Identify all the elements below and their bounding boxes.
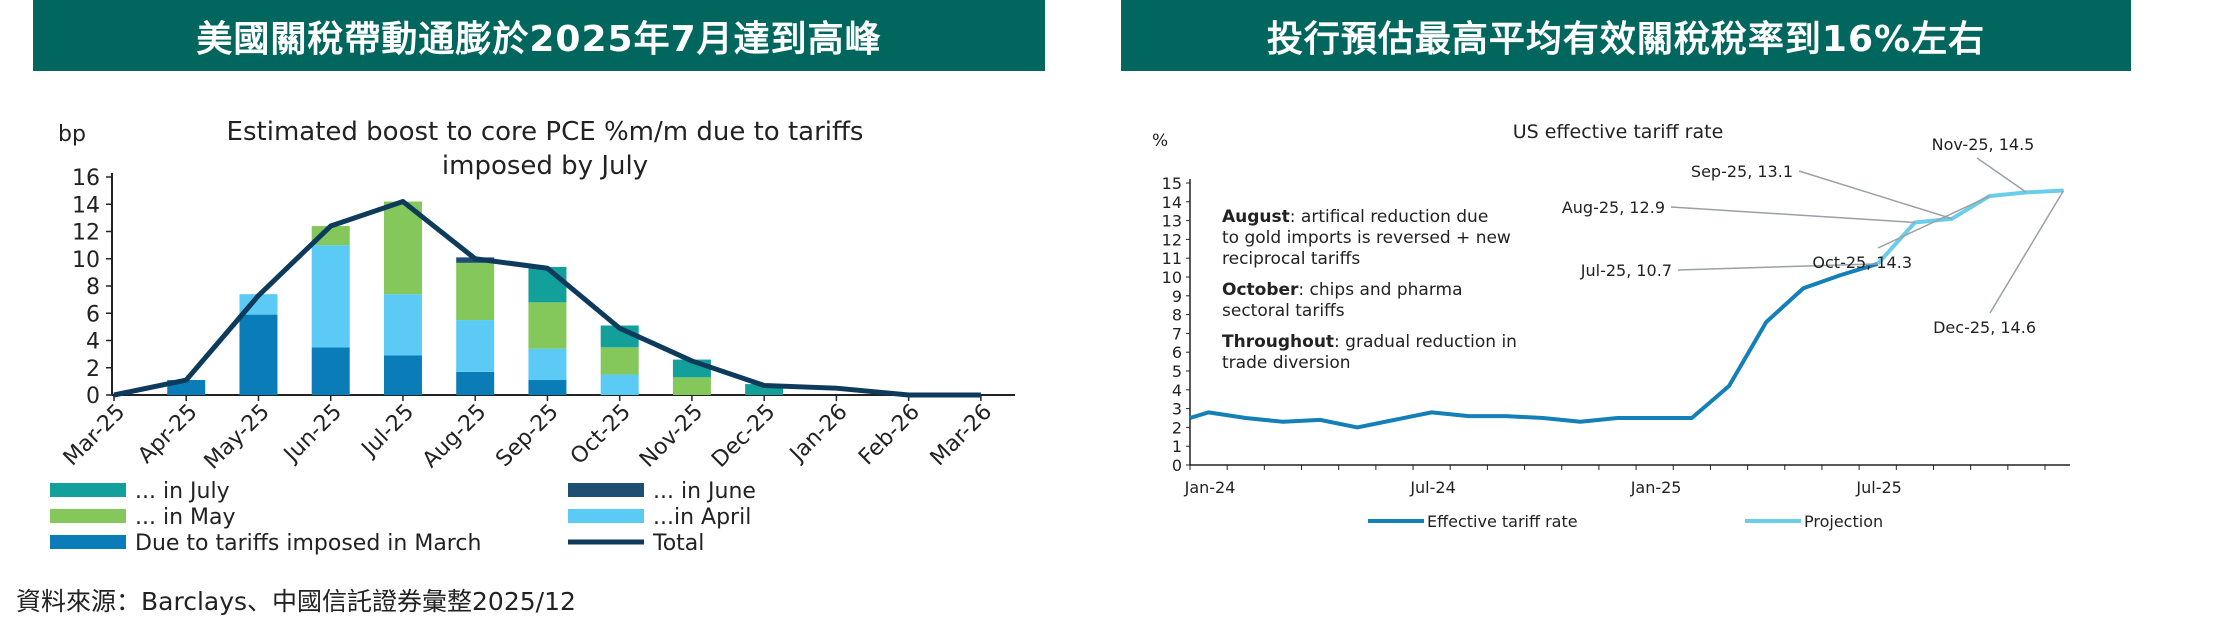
y-tick-label: 9 [1172, 287, 1182, 306]
legend-swatch [568, 509, 644, 523]
callout-leader [1670, 206, 1915, 224]
x-tick-label: Jan-24 [1184, 478, 1236, 497]
y-tick-label: 3 [1172, 400, 1182, 419]
bar-segment [456, 371, 495, 395]
bar-segment [311, 226, 350, 246]
y-tick-label: 7 [1172, 324, 1182, 343]
y-tick-label: 4 [1172, 381, 1182, 400]
callout-label: Dec-25, 14.6 [1933, 318, 2036, 337]
callout-label: Aug-25, 12.9 [1562, 198, 1665, 217]
y-axis-label: bp [58, 122, 86, 147]
projection-line [1876, 188, 2064, 266]
callout-label: Jul-25, 10.7 [1580, 261, 1672, 280]
bar-segment [311, 245, 350, 348]
bar-segment [383, 355, 422, 395]
legend-swatch [50, 483, 126, 497]
chart-title-line: Estimated boost to core PCE %m/m due to … [227, 117, 864, 147]
note-text: to gold imports is reversed + new [1222, 228, 1511, 248]
legend-swatch [568, 483, 644, 497]
bar-segment [600, 347, 639, 375]
legend-label: Due to tariffs imposed in March [135, 531, 481, 556]
tariff-rate-chart: US effective tariff rate%012345678910111… [1152, 121, 2070, 531]
legend-label: ... in June [653, 479, 756, 504]
y-tick-label: 6 [86, 302, 100, 327]
note-text: sectoral tariffs [1222, 301, 1345, 321]
effective-rate-line [1189, 261, 1879, 430]
note-text: reciprocal tariffs [1222, 249, 1360, 269]
y-tick-label: 6 [1172, 343, 1182, 362]
y-tick-label: 10 [72, 248, 100, 273]
callout-leader [1677, 263, 1878, 271]
y-tick-label: 14 [72, 193, 100, 218]
y-tick-label: 5 [1172, 362, 1182, 381]
bar-segment [745, 384, 784, 395]
right-banner-title: 投行預估最高平均有效關稅稅率到16%左右 [1121, 0, 2131, 71]
y-tick-label: 16 [72, 166, 100, 191]
callout-label: Oct-25, 14.3 [1812, 253, 1912, 272]
callout-label: Nov-25, 14.5 [1932, 135, 2035, 154]
bar-segment [383, 201, 422, 295]
callout-label: Sep-25, 13.1 [1691, 162, 1793, 181]
bar-segment [528, 348, 567, 381]
bar-segment [672, 377, 711, 395]
bar-segment [311, 347, 350, 395]
bar-segment [239, 314, 278, 395]
left-banner-title: 美國關稅帶動通膨於2025年7月達到高峰 [33, 0, 1045, 71]
legend-label: ... in July [135, 479, 230, 504]
note-text: August: artifical reduction due [1222, 207, 1488, 227]
note-text: Throughout: gradual reduction in [1222, 332, 1517, 352]
source-note: 資料來源：Barclays、中國信託證券彙整2025/12 [16, 587, 576, 616]
legend-label: Projection [1804, 512, 1883, 531]
callout-leader [1877, 195, 1990, 249]
legend-label: Effective tariff rate [1427, 512, 1578, 531]
bar-segment [456, 262, 495, 321]
y-tick-label: 13 [1162, 212, 1182, 231]
note-text: trade diversion [1222, 353, 1351, 373]
legend-swatch [50, 535, 126, 549]
y-tick-label: 12 [72, 221, 100, 246]
x-tick-label: Jan-25 [1630, 478, 1682, 497]
bar-segment [456, 320, 495, 372]
bar-segment [528, 302, 567, 349]
chart-title-line: imposed by July [442, 151, 648, 181]
legend-label: ...in April [653, 505, 751, 530]
callout-leader [1976, 157, 2027, 194]
y-tick-label: 4 [86, 330, 100, 355]
pce-boost-chart: Estimated boost to core PCE %m/m due to … [50, 117, 1015, 556]
bar-segment [383, 294, 422, 356]
chart-title: US effective tariff rate [1513, 121, 1724, 143]
y-tick-label: 15 [1162, 174, 1182, 193]
y-tick-label: 0 [1172, 456, 1182, 475]
legend-label: ... in May [135, 505, 236, 530]
y-tick-label: 8 [86, 275, 100, 300]
y-tick-label: 1 [1172, 437, 1182, 456]
y-tick-label: 10 [1162, 268, 1182, 287]
y-tick-label: 2 [86, 357, 100, 382]
y-tick-label: 0 [86, 384, 100, 409]
legend-swatch [50, 509, 126, 523]
total-line [113, 199, 981, 398]
x-tick-label: Jul-24 [1409, 478, 1455, 497]
x-tick-label: Jul-25 [1855, 478, 1901, 497]
bar-segment [600, 374, 639, 395]
y-tick-label: 11 [1162, 249, 1182, 268]
bar-segment [528, 380, 567, 395]
y-axis-label: % [1152, 131, 1168, 151]
y-tick-label: 8 [1172, 306, 1182, 325]
y-tick-label: 12 [1162, 230, 1182, 249]
callout-leader [1989, 190, 2065, 314]
bar-segment [528, 266, 567, 303]
callout-leader [1798, 170, 1953, 220]
legend-label: Total [652, 531, 704, 556]
y-tick-label: 14 [1162, 193, 1182, 212]
note-text: October: chips and pharma [1222, 280, 1463, 300]
y-tick-label: 2 [1172, 418, 1182, 437]
